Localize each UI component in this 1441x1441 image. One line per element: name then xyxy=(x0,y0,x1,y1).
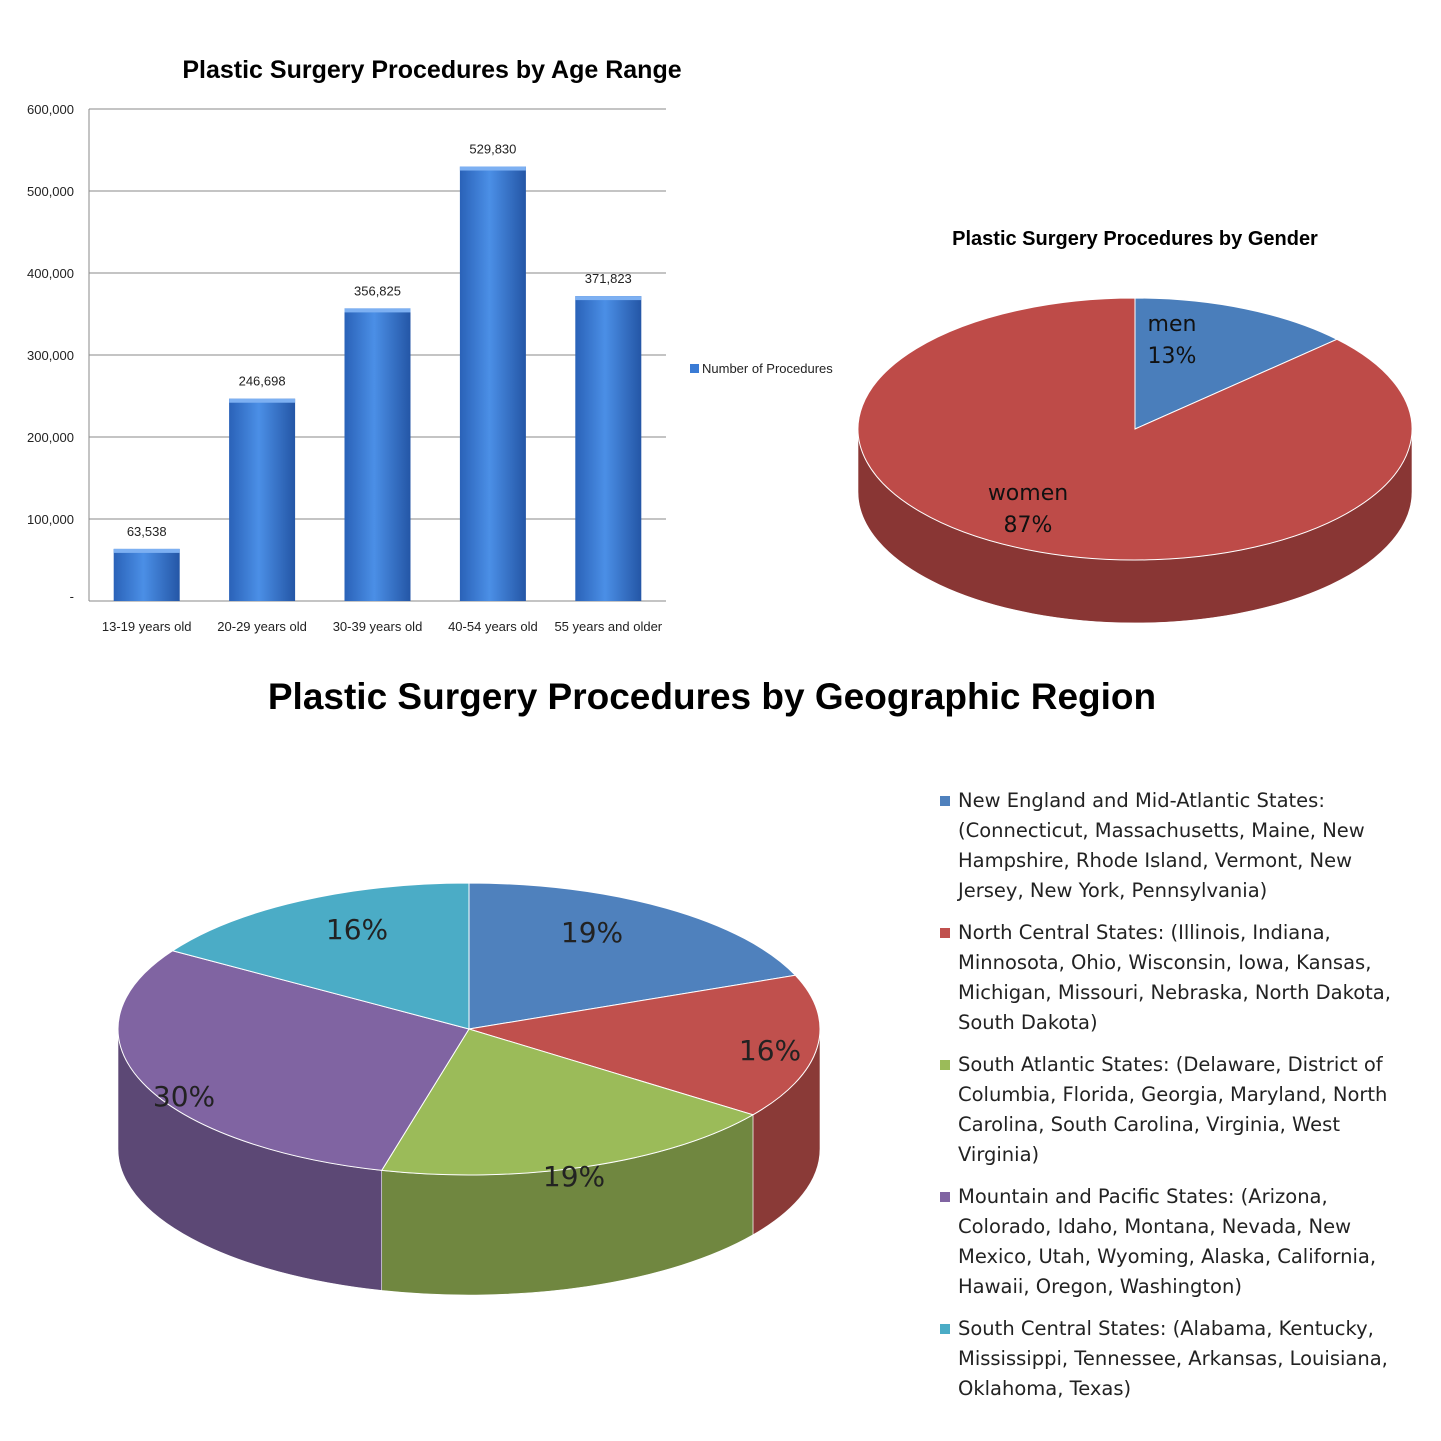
bar xyxy=(229,398,296,601)
y-tick-label: 300,000 xyxy=(27,348,74,363)
bar-data-label: 246,698 xyxy=(239,374,286,389)
bar-series: 63,538 246,698 356,825 529,830 371,823 xyxy=(113,142,642,601)
region-legend-item: South Atlantic States: (Delaware, Distri… xyxy=(938,1050,1408,1170)
legend-label: Mountain and Pacific States: (Arizona, C… xyxy=(958,1185,1377,1298)
y-tick-label: 400,000 xyxy=(27,266,74,281)
bar-top-highlight xyxy=(229,398,296,403)
legend-swatch xyxy=(940,928,950,938)
legend-swatch xyxy=(940,796,950,806)
legend-swatch xyxy=(940,1324,950,1334)
y-tick-label: 600,000 xyxy=(27,102,74,117)
pie-slice xyxy=(380,1028,755,1176)
gender-slice-labels: men 13% women 87% xyxy=(988,312,1197,538)
bar-legend: Number of Procedures xyxy=(690,361,833,376)
x-tick-label: 20-29 years old xyxy=(217,619,307,634)
region-legend-item: South Central States: (Alabama, Kentucky… xyxy=(938,1314,1408,1404)
y-tick-label: 500,000 xyxy=(27,184,74,199)
x-tick-label: 13-19 years old xyxy=(102,619,192,634)
gender-pie-slices xyxy=(857,297,1413,624)
legend-label: New England and Mid-Atlantic States: (Co… xyxy=(958,789,1365,902)
region-slice-percent: 30% xyxy=(153,1080,215,1113)
y-tick-label: 200,000 xyxy=(27,430,74,445)
bar-legend-label: Number of Procedures xyxy=(702,361,833,376)
region-pie-slices xyxy=(117,882,821,1296)
bar-top-highlight xyxy=(344,308,411,313)
region-legend-item: North Central States: (Illinois, Indiana… xyxy=(938,918,1408,1038)
legend-label: South Atlantic States: (Delaware, Distri… xyxy=(958,1053,1388,1166)
region-slice-labels: 19% 16% 19% 30% 16% xyxy=(153,913,801,1193)
gender-chart-title: Plastic Surgery Procedures by Gender xyxy=(952,228,1318,250)
bar-x-axis-labels: 13-19 years old 20-29 years old 30-39 year… xyxy=(102,619,663,634)
bar-data-label: 356,825 xyxy=(354,283,401,298)
pie-slice xyxy=(857,297,1413,561)
x-tick-label: 55 years and older xyxy=(554,619,662,634)
region-slice-percent: 16% xyxy=(739,1034,801,1067)
bar xyxy=(459,166,526,601)
bar-data-label: 63,538 xyxy=(127,524,167,539)
pie-slice xyxy=(468,882,797,1030)
region-legend-item: Mountain and Pacific States: (Arizona, C… xyxy=(938,1182,1408,1302)
region-slice-percent: 19% xyxy=(561,916,623,949)
bar-y-axis-ticks: - 100,000 200,000 300,000 400,000 500,000 600,… xyxy=(27,102,74,604)
legend-swatch xyxy=(940,1060,950,1070)
pie-slice xyxy=(117,950,470,1171)
age-bar-chart: Plastic Surgery Procedures by Age Range … xyxy=(27,56,833,634)
region-pie-chart: Plastic Surgery Procedures by Geographic… xyxy=(117,676,1156,1296)
pie-slice xyxy=(468,974,821,1116)
pie-slice xyxy=(1134,297,1339,430)
legend-label: South Central States: (Alabama, Kentucky… xyxy=(958,1317,1388,1400)
bar-top-highlight xyxy=(113,548,180,553)
women-slice-percent: 87% xyxy=(1004,513,1053,538)
pie-slice xyxy=(171,882,470,1030)
bar xyxy=(344,308,411,601)
legend-label: North Central States: (Illinois, Indiana… xyxy=(958,921,1391,1034)
gender-pie-chart: Plastic Surgery Procedures by Gender men… xyxy=(857,228,1413,624)
x-tick-label: 30-39 years old xyxy=(333,619,423,634)
bar-top-highlight xyxy=(575,296,642,301)
bar-data-label: 529,830 xyxy=(469,142,516,157)
bar-top-highlight xyxy=(459,166,526,171)
men-slice-name: men xyxy=(1148,312,1197,337)
bar-legend-swatch xyxy=(690,364,699,373)
bar xyxy=(113,548,180,601)
legend-swatch xyxy=(940,1192,950,1202)
women-slice-name: women xyxy=(988,481,1068,506)
region-legend: New England and Mid-Atlantic States: (Co… xyxy=(938,786,1408,1416)
region-chart-title: Plastic Surgery Procedures by Geographic… xyxy=(268,676,1156,717)
x-tick-label: 40-54 years old xyxy=(448,619,538,634)
region-slice-percent: 16% xyxy=(326,913,388,946)
bar-chart-title: Plastic Surgery Procedures by Age Range xyxy=(182,56,681,84)
y-tick-label: - xyxy=(70,589,74,604)
y-tick-label: 100,000 xyxy=(27,512,74,527)
men-slice-percent: 13% xyxy=(1148,344,1197,369)
region-slice-percent: 19% xyxy=(543,1160,605,1193)
bar-data-label: 371,823 xyxy=(585,271,632,286)
region-legend-item: New England and Mid-Atlantic States: (Co… xyxy=(938,786,1408,906)
bar xyxy=(575,296,642,601)
